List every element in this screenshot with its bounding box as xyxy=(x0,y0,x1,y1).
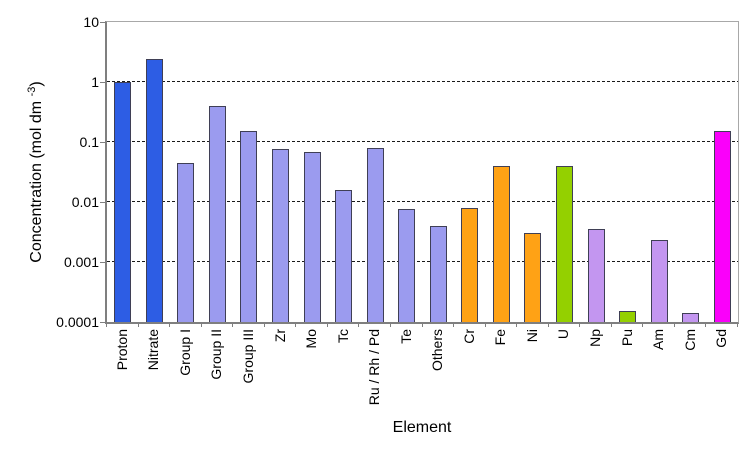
y-tick-label-0-01: 0.01 xyxy=(71,194,99,210)
x-tick-mark xyxy=(295,323,296,327)
x-tick-label-gd: Gd xyxy=(713,329,729,348)
x-tick-label-group-ii: Group II xyxy=(208,329,224,380)
bar-group-ii xyxy=(209,106,226,322)
bar-group-i xyxy=(177,163,194,322)
x-tick-label-tc: Tc xyxy=(335,329,351,343)
bar-group-iii xyxy=(240,131,257,322)
y-tick-label-10: 10 xyxy=(83,14,99,30)
bar-proton xyxy=(114,82,131,322)
y-tick-mark xyxy=(100,22,106,23)
bar-tc xyxy=(335,190,352,322)
x-tick-mark xyxy=(548,323,549,327)
x-tick-mark xyxy=(705,323,706,327)
x-tick-mark xyxy=(390,323,391,327)
plot-area xyxy=(105,21,739,324)
y-tick-label-0-0001: 0.0001 xyxy=(56,314,99,330)
x-tick-label-proton: Proton xyxy=(114,329,130,371)
y-tick-mark xyxy=(100,262,106,263)
bar-te xyxy=(398,209,415,322)
x-tick-mark xyxy=(358,323,359,327)
gridline-1 xyxy=(107,81,738,82)
bar-fe xyxy=(493,166,510,322)
x-tick-mark xyxy=(737,323,738,327)
y-tick-mark xyxy=(100,322,106,323)
x-tick-label-mo: Mo xyxy=(303,329,319,349)
x-axis-title: Element xyxy=(392,419,452,436)
x-tick-mark xyxy=(579,323,580,327)
x-tick-mark xyxy=(422,323,423,327)
x-tick-mark xyxy=(327,323,328,327)
bar-cm xyxy=(682,313,699,322)
bar-ru-rh-pd xyxy=(367,148,384,322)
y-tick-label-0-1: 0.1 xyxy=(79,134,99,150)
x-tick-label-ni: Ni xyxy=(524,329,540,343)
gridline-0-1 xyxy=(107,141,738,142)
bar-u xyxy=(556,166,573,322)
bar-zr xyxy=(272,149,289,322)
bar-nitrate xyxy=(146,59,163,322)
x-tick-label-fe: Fe xyxy=(492,329,508,346)
x-tick-label-u: U xyxy=(555,329,571,340)
y-tick-mark xyxy=(100,142,106,143)
bar-cr xyxy=(461,208,478,322)
bar-am xyxy=(651,240,668,322)
x-tick-mark xyxy=(485,323,486,327)
x-tick-mark xyxy=(453,323,454,327)
x-tick-mark xyxy=(516,323,517,327)
y-tick-label-1: 1 xyxy=(91,74,99,90)
x-tick-mark xyxy=(106,323,107,327)
x-tick-label-group-i: Group I xyxy=(177,329,193,376)
x-tick-mark xyxy=(232,323,233,327)
bar-gd xyxy=(714,131,731,322)
x-tick-mark xyxy=(264,323,265,327)
gridline-0-01 xyxy=(107,201,738,202)
bar-mo xyxy=(304,152,321,322)
x-tick-label-np: Np xyxy=(587,329,603,347)
x-tick-mark xyxy=(138,323,139,327)
x-tick-label-te: Te xyxy=(398,329,414,344)
x-tick-label-am: Am xyxy=(650,329,666,350)
x-tick-mark xyxy=(201,323,202,327)
bar-np xyxy=(588,229,605,322)
x-tick-mark xyxy=(611,323,612,327)
x-tick-label-cm: Cm xyxy=(682,329,698,351)
x-tick-mark xyxy=(674,323,675,327)
bar-others xyxy=(430,226,447,322)
y-tick-mark xyxy=(100,202,106,203)
bar-ni xyxy=(524,233,541,322)
y-tick-mark xyxy=(100,82,106,83)
x-tick-label-others: Others xyxy=(429,329,445,372)
y-axis-title-text: Concentration (mol dm xyxy=(28,96,46,263)
x-tick-mark xyxy=(642,323,643,327)
x-tick-mark xyxy=(169,323,170,327)
x-tick-label-cr: Cr xyxy=(461,329,477,344)
gridline-0-001 xyxy=(107,261,738,262)
y-tick-label-0-001: 0.001 xyxy=(63,254,99,270)
x-tick-label-ru-rh-pd: Ru / Rh / Pd xyxy=(366,329,382,406)
x-tick-label-group-iii: Group III xyxy=(240,329,256,384)
x-tick-label-pu: Pu xyxy=(619,329,635,347)
bar-pu xyxy=(619,311,636,322)
x-tick-label-zr: Zr xyxy=(272,329,288,343)
x-tick-label-nitrate: Nitrate xyxy=(145,329,161,371)
